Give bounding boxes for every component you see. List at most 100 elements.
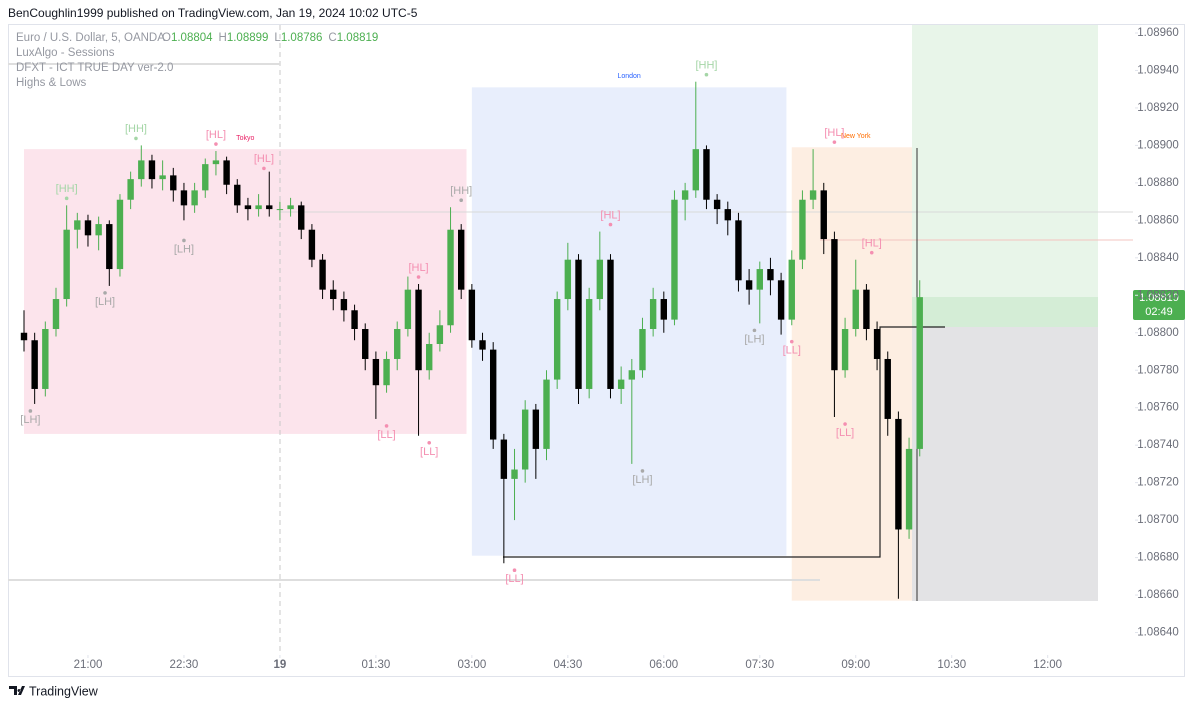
session-label: New York <box>841 133 871 140</box>
candle-body <box>468 289 476 341</box>
session-box <box>791 147 920 601</box>
swing-label: [HH] <box>450 185 472 197</box>
ohlc-value: 1.08819 <box>337 32 379 44</box>
swing-label: [HL] <box>600 209 620 221</box>
swing-label: [HH] <box>56 183 78 195</box>
tradingview-logo: TradingView <box>9 684 99 698</box>
ohlc-value: 1.08899 <box>227 32 269 44</box>
candle-body <box>202 164 209 191</box>
y-tick-label: 1.08940 <box>1137 64 1179 76</box>
y-tick-label: 1.08640 <box>1137 627 1179 639</box>
candle-body <box>415 289 422 371</box>
candle-body <box>831 239 838 371</box>
candle-body <box>351 310 358 330</box>
candle-body <box>681 190 689 200</box>
x-tick-label: 04:30 <box>553 659 582 671</box>
candle-body <box>873 329 881 359</box>
candle-body <box>809 190 817 200</box>
candle-body <box>660 299 668 320</box>
candle-body <box>287 205 294 210</box>
candle-body <box>500 439 508 479</box>
candle-body <box>266 205 273 210</box>
candle-body <box>671 199 678 320</box>
bar-countdown: 02:49 <box>1145 306 1173 318</box>
swing-label: [HL] <box>824 127 844 139</box>
target-zone-near <box>912 297 1098 327</box>
swing-dot <box>214 142 218 146</box>
candle-body <box>31 340 38 389</box>
candle-body <box>607 259 614 389</box>
candle-body <box>564 259 572 300</box>
x-tick-label: 03:00 <box>457 659 486 671</box>
x-tick-label: 10:30 <box>937 659 966 671</box>
chart-frame <box>8 24 1185 677</box>
swing-label: [HL] <box>254 153 274 165</box>
candle-body <box>436 325 444 344</box>
ohlc-legend: O1.08804 H1.08899 L1.08786 C1.08819 <box>162 32 378 44</box>
swing-dot <box>262 166 266 171</box>
swing-dot <box>64 196 69 201</box>
swing-dot <box>832 140 837 144</box>
swing-dot <box>843 422 847 426</box>
y-tick-label: 1.08840 <box>1137 252 1179 264</box>
candle-body <box>532 409 540 449</box>
last-price-tag <box>1133 290 1185 320</box>
swing-dot <box>752 328 757 333</box>
candle-body <box>735 220 742 281</box>
logo-icon <box>9 686 25 695</box>
symbol-title: Euro / U.S. Dollar, 5, OANDA <box>16 32 165 44</box>
session-label: London <box>617 73 640 80</box>
candle-body <box>191 190 198 206</box>
swing-label: [LH] <box>174 243 194 255</box>
candle-body <box>788 259 795 320</box>
candle-body <box>916 297 923 449</box>
candle-body <box>767 269 774 281</box>
candle-body <box>799 199 806 260</box>
ohlc-key: L <box>274 32 281 44</box>
candle-body <box>394 329 401 359</box>
candle-body <box>543 379 550 449</box>
candle-body <box>404 289 412 330</box>
x-tick-label: 06:00 <box>649 659 678 671</box>
candle-body <box>234 184 241 206</box>
candle-body <box>84 220 92 236</box>
swing-label: [LL] <box>377 429 395 441</box>
indicator-name: Highs & Lows <box>16 77 87 89</box>
candle-body <box>63 229 70 300</box>
candle-body <box>479 340 486 350</box>
y-tick-label: 1.08780 <box>1137 364 1179 376</box>
target-zone <box>912 25 1098 297</box>
swing-label: [HH] <box>125 123 147 135</box>
swing-dot <box>789 339 794 344</box>
candle-body <box>895 418 902 530</box>
last-price: 1.08819 <box>1139 292 1179 304</box>
candle-body <box>170 175 177 191</box>
x-tick-label: 07:30 <box>745 659 774 671</box>
x-tick-label: 21:00 <box>74 659 103 671</box>
candle-body <box>74 220 81 230</box>
y-tick-label: 1.08720 <box>1137 477 1179 489</box>
candle-body <box>724 209 731 221</box>
candle-body <box>521 409 529 470</box>
candle-body <box>106 224 113 270</box>
publish-header: BenCoughlin1999 published on TradingView… <box>8 6 418 20</box>
candle-body <box>276 209 284 211</box>
session-box <box>23 149 467 434</box>
swing-label: [LL] <box>836 427 854 439</box>
candle-body <box>777 280 785 320</box>
candle-body <box>884 358 891 419</box>
swing-dot <box>869 250 874 255</box>
candle-body <box>628 370 636 380</box>
x-tick-label: 19 <box>274 659 287 671</box>
swing-label: [HL] <box>408 262 428 274</box>
swing-dot <box>608 222 613 227</box>
swing-label: [LL] <box>783 345 801 357</box>
candle-body <box>180 190 188 206</box>
indicator-name: DFXT - ICT TRUE DAY ver-2.0 <box>16 62 173 74</box>
candle-body <box>585 299 593 389</box>
y-tick-label: 1.08660 <box>1137 589 1179 601</box>
session-label: Tokyo <box>236 135 254 142</box>
candle-body <box>447 229 454 326</box>
candle-body <box>639 329 646 371</box>
